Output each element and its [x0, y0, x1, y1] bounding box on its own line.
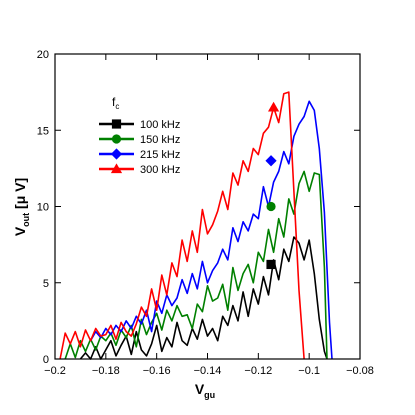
legend-title: fc — [112, 95, 119, 111]
x-tick-label: −0.16 — [143, 365, 171, 377]
y-axis-label: Vout [μ V] — [12, 178, 31, 236]
legend: fc 100 kHz 150 kHz 215 kHz 300 kHz — [99, 95, 180, 176]
y-tick-label: 5 — [43, 278, 49, 290]
y-tick-label: 15 — [37, 125, 49, 137]
series-markers — [265, 101, 280, 270]
series-line-300-khz — [59, 91, 305, 360]
series-line-100-khz — [79, 236, 328, 360]
series-marker-150-khz — [266, 201, 276, 212]
series-line-215-khz — [89, 100, 333, 360]
x-axis-label: Vgu — [195, 381, 215, 400]
x-tick-label: −0.18 — [92, 365, 120, 377]
legend-label-100-khz: 100 kHz — [140, 119, 180, 131]
legend-label-150-khz: 150 kHz — [140, 134, 180, 146]
legend-label-215-khz: 215 kHz — [140, 149, 180, 161]
x-tick-label: −0.1 — [298, 365, 320, 377]
legend-label-300-khz: 300 kHz — [140, 164, 180, 176]
series-line-150-khz — [64, 170, 328, 360]
y-tick-label: 0 — [43, 354, 49, 366]
plot-lines — [59, 91, 333, 360]
series-marker-300-khz — [267, 101, 280, 112]
x-tick-label: −0.14 — [194, 365, 222, 377]
legend-marker-100-khz — [111, 119, 122, 129]
x-tick-label: −0.08 — [346, 365, 374, 377]
legend-marker-300-khz — [110, 163, 123, 174]
series-marker-100-khz — [266, 259, 276, 270]
y-tick-label: 20 — [37, 49, 49, 61]
legend-marker-150-khz — [111, 134, 122, 144]
legend-marker-215-khz — [110, 148, 123, 160]
x-tick-label: −0.2 — [44, 365, 66, 377]
x-tick-label: −0.12 — [244, 365, 272, 377]
axes: −0.2 −0.18 −0.16 −0.14 −0.12 −0.1 −0.08 0 5 10 15 2… — [37, 49, 374, 377]
y-tick-label: 10 — [37, 202, 49, 214]
plot-frame — [54, 53, 361, 360]
series-marker-215-khz — [265, 155, 277, 167]
